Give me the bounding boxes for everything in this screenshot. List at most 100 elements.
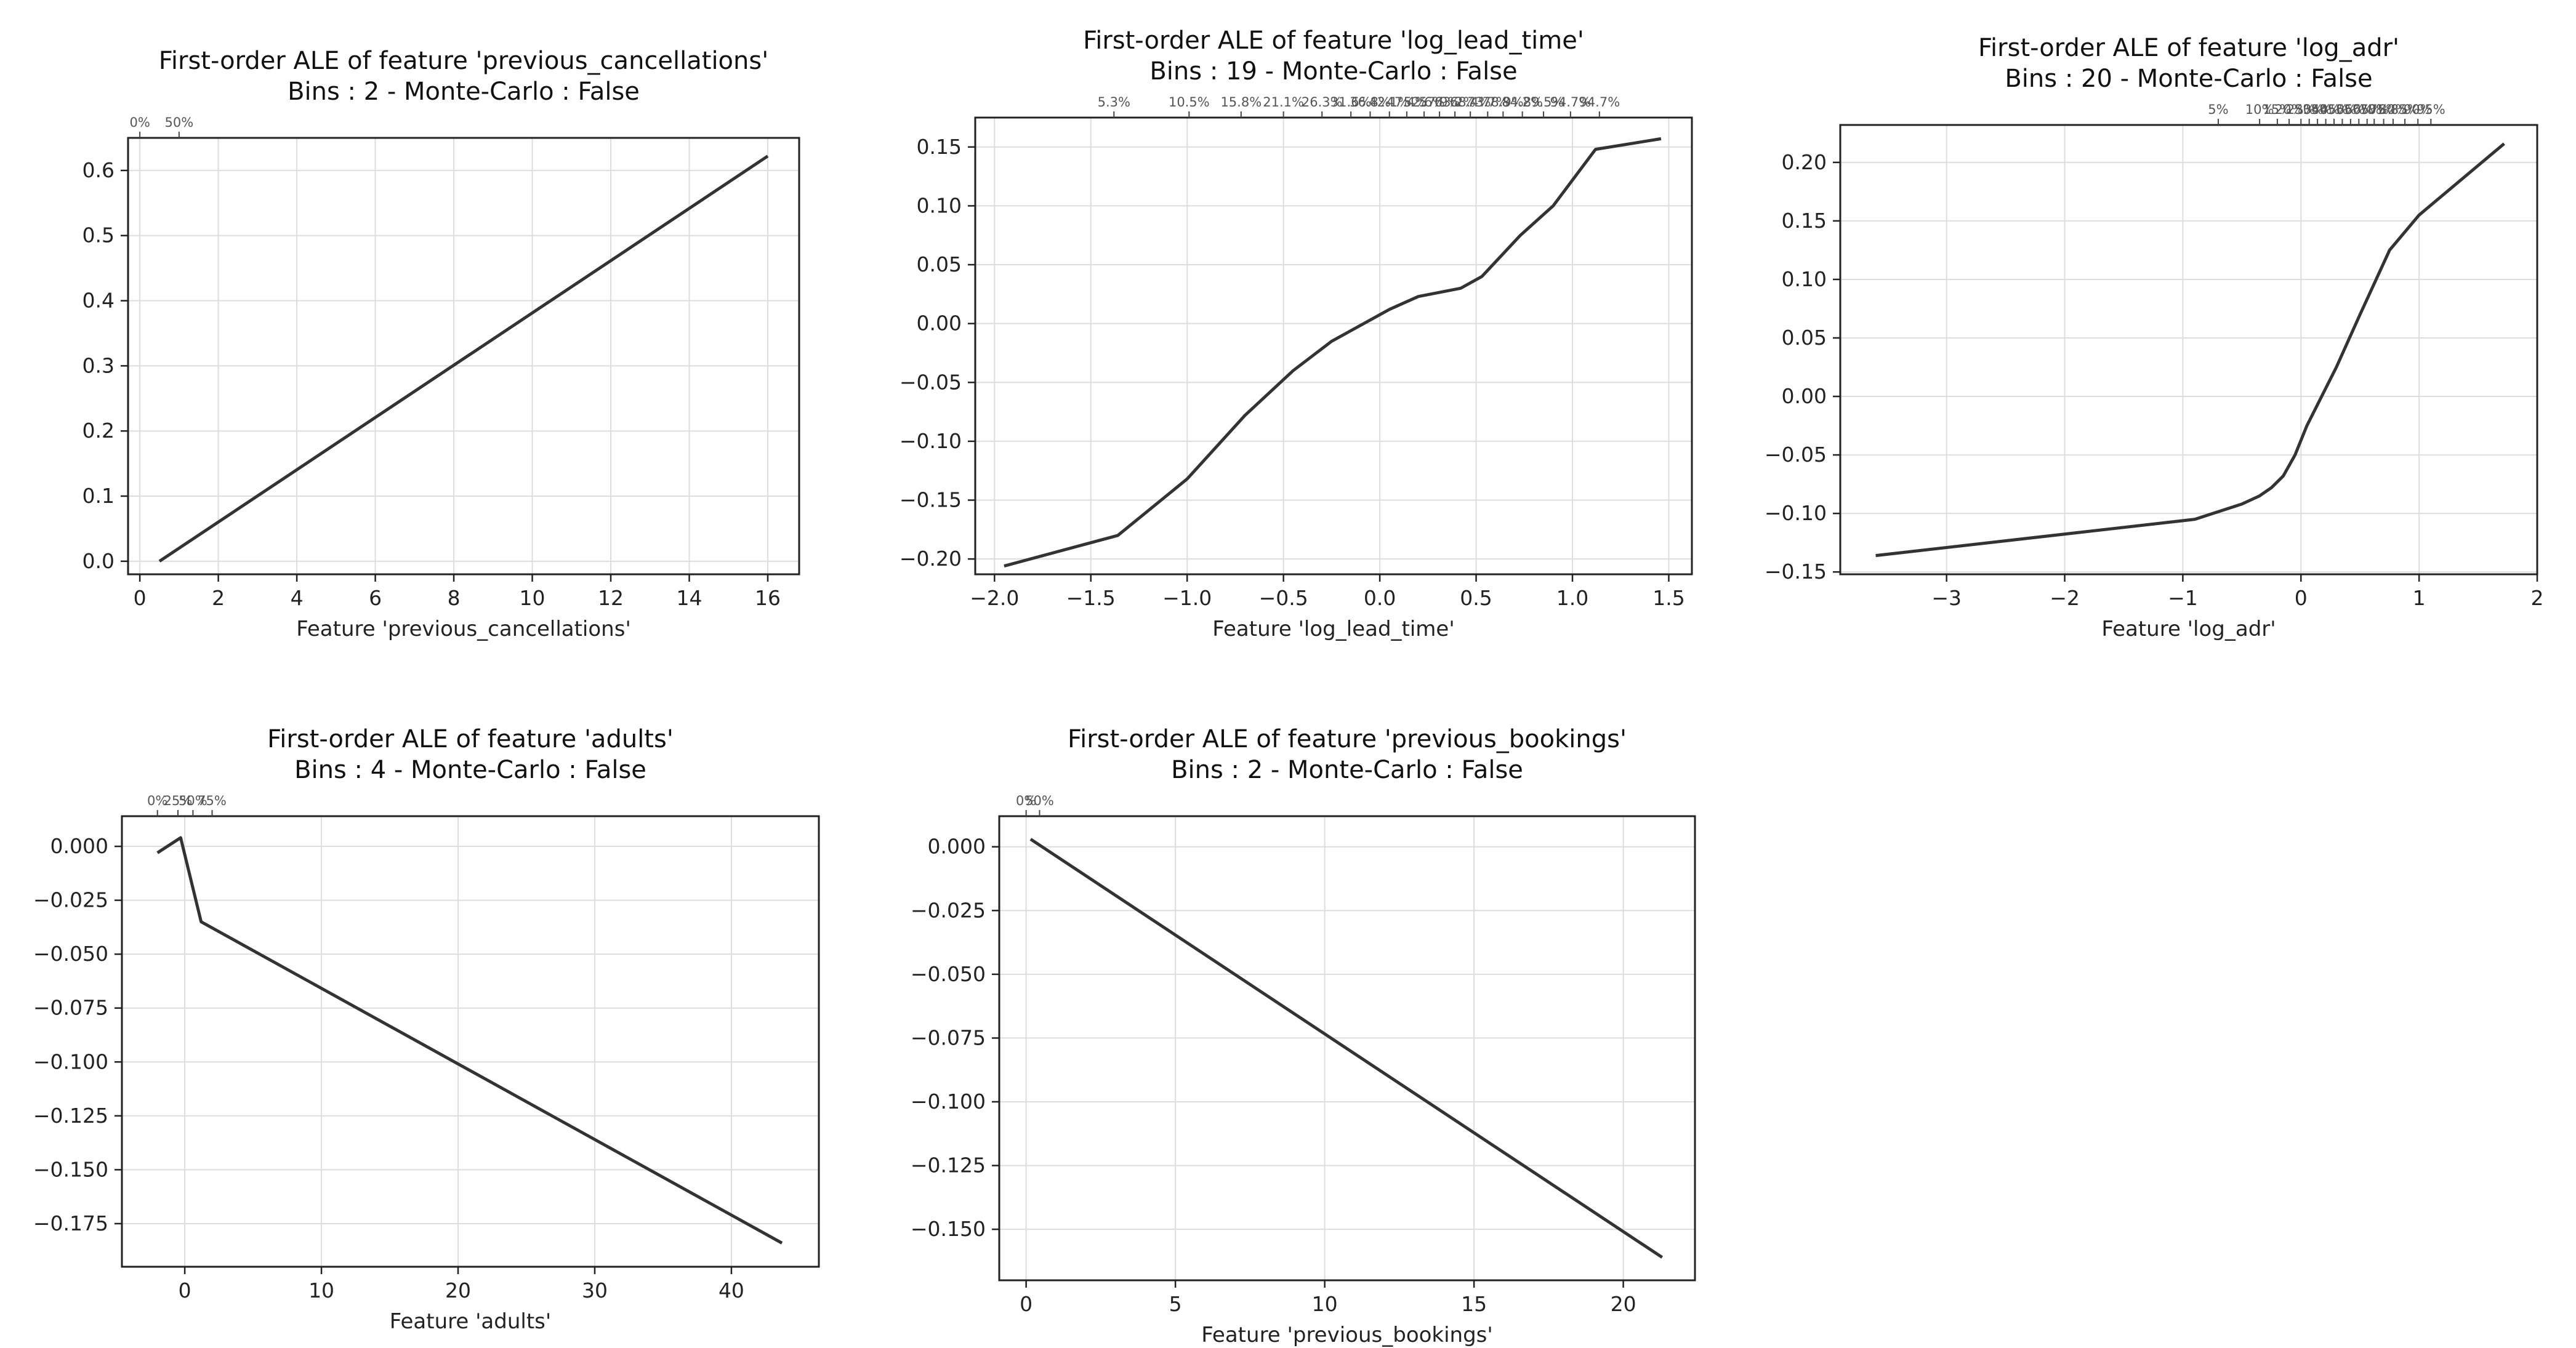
chart-subtitle: Bins : 2 - Monte-Carlo : False: [288, 78, 640, 106]
x-tick-label: −1.0: [1162, 586, 1212, 610]
y-tick-label: −0.05: [1765, 443, 1827, 467]
quantile-label: 10%: [2245, 102, 2274, 117]
y-tick-label: 0.6: [83, 158, 115, 182]
x-tick-label: 1: [2413, 586, 2426, 610]
ale-chart-3: −3 −2 −1 0 1 2 −0.15 −0.10 −0.05 0.00 0.05 0.10 0.15…: [1765, 34, 2544, 641]
y-tick-label: −0.100: [911, 1089, 986, 1113]
x-tick-label: 10: [520, 586, 545, 610]
y-tick-label: −0.025: [911, 898, 986, 922]
y-tick-label: 0.2: [83, 419, 115, 443]
quantile-label: 0%: [147, 793, 167, 808]
quantile-label: 0%: [1016, 793, 1036, 808]
y-tick-label: −0.10: [1765, 501, 1827, 525]
y-tick-label: 0.20: [1782, 150, 1827, 174]
x-tick-label: 40: [718, 1278, 744, 1302]
x-tick-label: 0: [1020, 1292, 1032, 1316]
quantile-label: 55%: [2337, 102, 2365, 117]
x-tick-label: 1.5: [1652, 586, 1684, 610]
quantile-label: 25%: [2287, 102, 2316, 117]
plot-frame: [121, 815, 820, 1268]
quantile-label: 94.7%: [1579, 95, 1620, 110]
x-tick-label: 6: [369, 586, 382, 610]
ale-chart-5: 0 5 10 15 20 0.000 −0.025 −0.050 −0.075 −0.100 −0.…: [911, 725, 1696, 1347]
y-tick-label: −0.050: [911, 962, 986, 986]
ale-line: [1875, 142, 2505, 558]
quantile-label: 5.3%: [1098, 95, 1130, 110]
quantile-label: 70%: [2360, 102, 2389, 117]
quantile-label: 52.6%: [1404, 95, 1445, 110]
quantile-label: 50%: [2328, 102, 2357, 117]
y-tick-label: −0.15: [900, 488, 962, 512]
chart-title: First-order ALE of feature 'previous_can…: [159, 47, 768, 75]
ale-line: [1029, 838, 1664, 1259]
quantile-label: 80%: [2379, 102, 2408, 117]
quantile-label: 50%: [1025, 793, 1054, 808]
x-tick-label: 0: [179, 1278, 191, 1302]
x-tick-label: 10: [308, 1278, 334, 1302]
y-tick-label: 0.0: [83, 549, 115, 573]
y-tick-label: −0.025: [33, 888, 108, 912]
x-tick-label: −1: [2168, 586, 2198, 610]
chart-title: First-order ALE of feature 'previous_boo…: [1068, 725, 1627, 753]
y-tick-label: 0.15: [917, 135, 962, 159]
quantile-label: 75%: [2369, 102, 2398, 117]
ale-chart-2: −2.0 −1.5 −1.0 −0.5 0.0 0.5 1.0 1.5 −0.20 −0.15 −0…: [900, 26, 1693, 641]
ale-line: [156, 836, 783, 1245]
y-tick-label: −0.075: [33, 996, 108, 1020]
y-tick-label: −0.15: [1765, 560, 1827, 584]
quantile-label: 47.4%: [1387, 95, 1428, 110]
y-tick-label: −0.050: [33, 942, 108, 966]
x-tick-label: 4: [291, 586, 304, 610]
y-tick-label: −0.10: [900, 429, 962, 453]
quantile-label: 73.7%: [1467, 95, 1508, 110]
x-axis-label: Feature 'adults': [390, 1309, 551, 1334]
y-tick-label: 0.05: [917, 252, 962, 276]
x-tick-label: 1.0: [1556, 586, 1588, 610]
y-tick-label: 0.3: [83, 353, 115, 377]
chart-subtitle: Bins : 4 - Monte-Carlo : False: [294, 756, 646, 784]
y-tick-label: −0.100: [33, 1049, 108, 1073]
chart-title: First-order ALE of feature 'adults': [267, 725, 674, 753]
x-axis-label: Feature 'log_lead_time': [1212, 617, 1454, 641]
x-tick-label: 2: [212, 586, 225, 610]
quantile-label: 30%: [2295, 102, 2324, 117]
quantile-label: 85%: [2391, 102, 2420, 117]
y-tick-label: −0.150: [911, 1217, 986, 1241]
plot-frame: [127, 137, 800, 576]
quantile-label: 42.1%: [1369, 95, 1410, 110]
quantile-label: 40%: [2311, 102, 2340, 117]
y-tick-label: 0.05: [1782, 326, 1827, 350]
y-tick-label: 0.4: [83, 289, 115, 313]
x-tick-label: 20: [1611, 1292, 1636, 1316]
quantile-label: 31.6%: [1330, 95, 1372, 110]
quantile-label: 63.2%: [1435, 95, 1476, 110]
ale-line: [158, 154, 769, 563]
x-tick-label: −3: [1931, 586, 1962, 610]
y-tick-label: 0.000: [50, 834, 108, 858]
y-tick-label: 0.00: [917, 311, 962, 335]
x-tick-label: 0.5: [1460, 586, 1492, 610]
x-axis-label: Feature 'log_adr': [2101, 617, 2276, 641]
quantile-label: 90%: [2404, 102, 2433, 117]
x-tick-label: −1.5: [1066, 586, 1116, 610]
x-tick-label: 0: [134, 586, 147, 610]
x-tick-label: 5: [1169, 1292, 1182, 1316]
quantile-label: 45%: [2320, 102, 2349, 117]
x-tick-label: 10: [1312, 1292, 1338, 1316]
quantile-label: 0%: [129, 115, 150, 130]
y-tick-label: −0.075: [911, 1025, 986, 1049]
plot-frame: [974, 116, 1693, 576]
quantile-label: 35%: [2303, 102, 2332, 117]
plot-frame: [1839, 124, 2538, 576]
chart-subtitle: Bins : 20 - Monte-Carlo : False: [2005, 65, 2372, 93]
x-tick-label: −0.5: [1259, 586, 1308, 610]
quantile-label: 78.9%: [1483, 95, 1524, 110]
quantile-label: 21.1%: [1263, 95, 1304, 110]
quantile-label: 15.8%: [1220, 95, 1262, 110]
plot-frame: [998, 815, 1696, 1282]
x-tick-label: −2.0: [970, 586, 1019, 610]
quantile-label: 36.8%: [1350, 95, 1391, 110]
x-tick-label: 20: [445, 1278, 471, 1302]
y-tick-label: −0.150: [33, 1157, 108, 1181]
